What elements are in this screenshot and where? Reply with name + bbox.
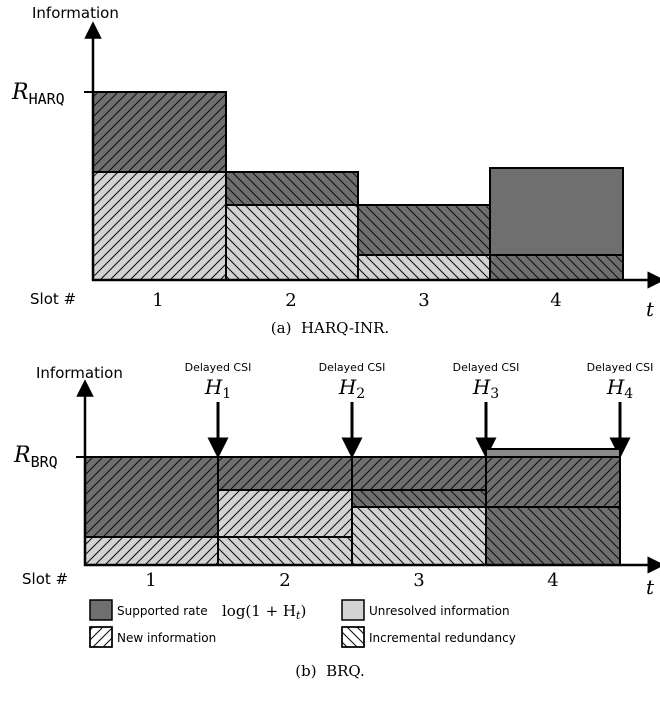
- panel-b-slot-2: 2: [279, 570, 290, 591]
- panel-a-time-label: t: [646, 297, 655, 321]
- csi-3-var: H3: [472, 375, 499, 402]
- csi-1-var: H1: [204, 375, 231, 402]
- panel-a: Information RHARQ Slot # 1 2: [11, 4, 660, 337]
- csi-2-label: Delayed CSI: [319, 361, 386, 374]
- panel-a-slot-1: 1: [152, 290, 163, 311]
- panel-a-caption: (a) HARQ-INR.: [271, 319, 389, 337]
- legend: Supported rate log(1 + Ht) Unresolved in…: [89, 599, 516, 648]
- legend-supported-label: Supported rate: [117, 604, 208, 618]
- panel-a-slot-3: 3: [418, 290, 429, 311]
- legend-supported-swatch: [89, 599, 113, 621]
- panel-b-caption: (b) BRQ.: [295, 662, 364, 680]
- panel-b: Information RBRQ Delayed CSI H1 Delayed …: [13, 361, 660, 680]
- panel-b-slot4-top: [486, 449, 620, 457]
- panel-b-y-axis-title: Information: [36, 364, 123, 382]
- panel-a-slot-label: Slot #: [30, 290, 76, 308]
- legend-incremental-label: Incremental redundancy: [369, 631, 516, 645]
- panel-a-slot1-unresolved-new: [93, 172, 226, 280]
- panel-a-slot1-supported-new: [93, 92, 226, 172]
- csi-4-label: Delayed CSI: [587, 361, 654, 374]
- panel-b-slot-1: 1: [145, 570, 156, 591]
- panel-a-slot-4: 4: [550, 290, 561, 311]
- panel-b-time-label: t: [646, 575, 655, 599]
- panel-a-slot4-incremental: [490, 255, 623, 280]
- csi-3-label: Delayed CSI: [453, 361, 520, 374]
- csi-4-var: H4: [606, 375, 633, 402]
- legend-unresolved-label: Unresolved information: [369, 604, 510, 618]
- panel-a-y-axis-title: Information: [32, 4, 119, 22]
- panel-a-ylabel: RHARQ: [11, 80, 65, 108]
- panel-a-slot-2: 2: [285, 290, 296, 311]
- panel-b-slot-4: 4: [547, 570, 558, 591]
- legend-unresolved-swatch: [341, 599, 365, 621]
- legend-new-label: New information: [117, 631, 216, 645]
- panel-b-slot-3: 3: [413, 570, 424, 591]
- panel-b-slot-label: Slot #: [22, 570, 68, 588]
- legend-supported-formula: log(1 + Ht): [222, 602, 306, 622]
- panel-b-ylabel: RBRQ: [13, 443, 58, 471]
- csi-2-var: H2: [338, 375, 365, 402]
- csi-1-label: Delayed CSI: [185, 361, 252, 374]
